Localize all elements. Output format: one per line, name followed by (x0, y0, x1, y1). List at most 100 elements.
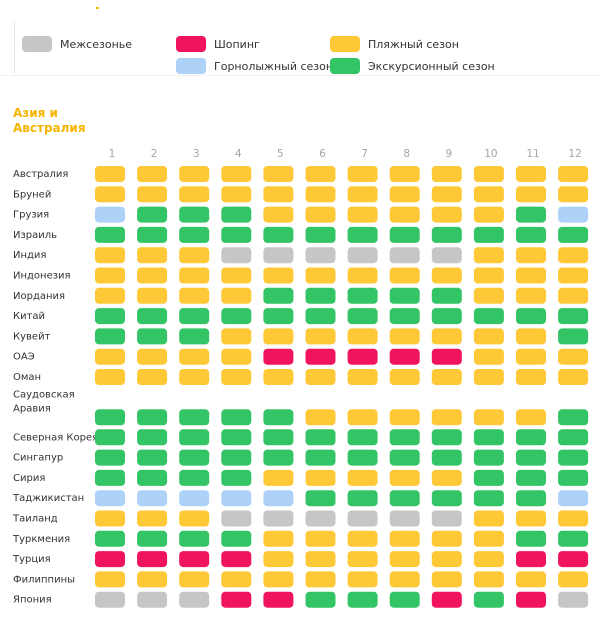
season-cell (95, 449, 125, 466)
season-cell (516, 591, 546, 608)
season-cell (347, 551, 378, 568)
season-cell (431, 429, 462, 446)
season-cell (221, 328, 252, 345)
season-cell (95, 186, 125, 203)
season-cell (516, 571, 546, 588)
season-cell (516, 490, 546, 507)
season-cell (305, 348, 336, 365)
season-cell (305, 429, 336, 446)
country-label: Сингапур (13, 453, 63, 464)
season-cell (263, 206, 294, 223)
country-label: Оман (13, 372, 41, 383)
season-cell (95, 551, 125, 568)
season-cell (137, 490, 168, 507)
season-cell (305, 530, 336, 547)
season-cell (347, 226, 378, 243)
season-cell (221, 571, 252, 588)
season-cell (389, 591, 420, 608)
country-label: Индия (13, 250, 46, 261)
month-label: 7 (361, 148, 368, 160)
season-cell (473, 287, 504, 304)
season-cell (431, 328, 462, 345)
season-cell (558, 267, 589, 284)
season-cell (305, 287, 336, 304)
season-cell (137, 449, 168, 466)
country-label: Таджикистан (12, 493, 84, 504)
season-cell (95, 490, 125, 507)
season-cell (305, 166, 336, 182)
season-cell (137, 348, 168, 365)
legend-label-ski: Горнолыжный сезон (214, 60, 334, 73)
season-cell (263, 449, 294, 466)
season-cell (347, 530, 378, 547)
season-cell (389, 571, 420, 588)
season-cell (263, 429, 294, 446)
season-cell (305, 551, 336, 568)
season-cell (137, 429, 168, 446)
season-cell (473, 166, 504, 182)
season-cell (473, 186, 504, 203)
country-label: Таиланд (12, 514, 58, 525)
season-cell (516, 308, 546, 325)
season-cell (179, 348, 210, 365)
season-cell (137, 267, 168, 284)
season-cell (389, 449, 420, 466)
season-cell (558, 206, 589, 223)
country-label: Бруней (13, 189, 51, 200)
season-cell (179, 206, 210, 223)
season-cell (389, 226, 420, 243)
season-cell (221, 449, 252, 466)
season-cell (431, 530, 462, 547)
season-cell (431, 287, 462, 304)
season-cell (221, 267, 252, 284)
season-cell (263, 226, 294, 243)
season-cell (263, 510, 294, 527)
season-cell (179, 226, 210, 243)
season-cell (179, 510, 210, 527)
month-label: 12 (568, 148, 581, 160)
season-cell (95, 530, 125, 547)
season-cell (221, 226, 252, 243)
season-cell (221, 429, 252, 446)
season-cell (347, 287, 378, 304)
season-cell (473, 429, 504, 446)
season-cell (389, 490, 420, 507)
season-cell (347, 510, 378, 527)
season-cell (431, 409, 462, 426)
season-cell (221, 186, 252, 203)
season-cell (558, 287, 589, 304)
season-cell (221, 510, 252, 527)
season-cell (558, 469, 589, 486)
season-cell (95, 369, 125, 385)
season-cell (347, 409, 378, 426)
season-cell (347, 490, 378, 507)
season-cell (473, 369, 504, 385)
country-label: Кувейт (13, 331, 51, 342)
season-cell (516, 226, 546, 243)
country-label: Иордания (13, 291, 65, 302)
season-cell (347, 267, 378, 284)
season-cell (305, 591, 336, 608)
season-cell (263, 530, 294, 547)
season-cell (431, 551, 462, 568)
country-label: Филиппины (13, 574, 75, 585)
season-cell (221, 308, 252, 325)
season-cell (558, 409, 589, 426)
season-cell (95, 429, 125, 446)
season-cell (179, 328, 210, 345)
season-cell (347, 206, 378, 223)
season-cell (389, 186, 420, 203)
season-cell (95, 571, 125, 588)
season-cell (179, 591, 210, 608)
season-cell (95, 247, 125, 264)
season-cell (263, 551, 294, 568)
season-cell (389, 409, 420, 426)
season-cell (305, 186, 336, 203)
season-cell (558, 186, 589, 203)
season-cell (95, 591, 125, 608)
region-title: Азия и Австралия (13, 106, 86, 135)
season-cell (516, 328, 546, 345)
season-cell (137, 308, 168, 325)
season-cell (431, 510, 462, 527)
